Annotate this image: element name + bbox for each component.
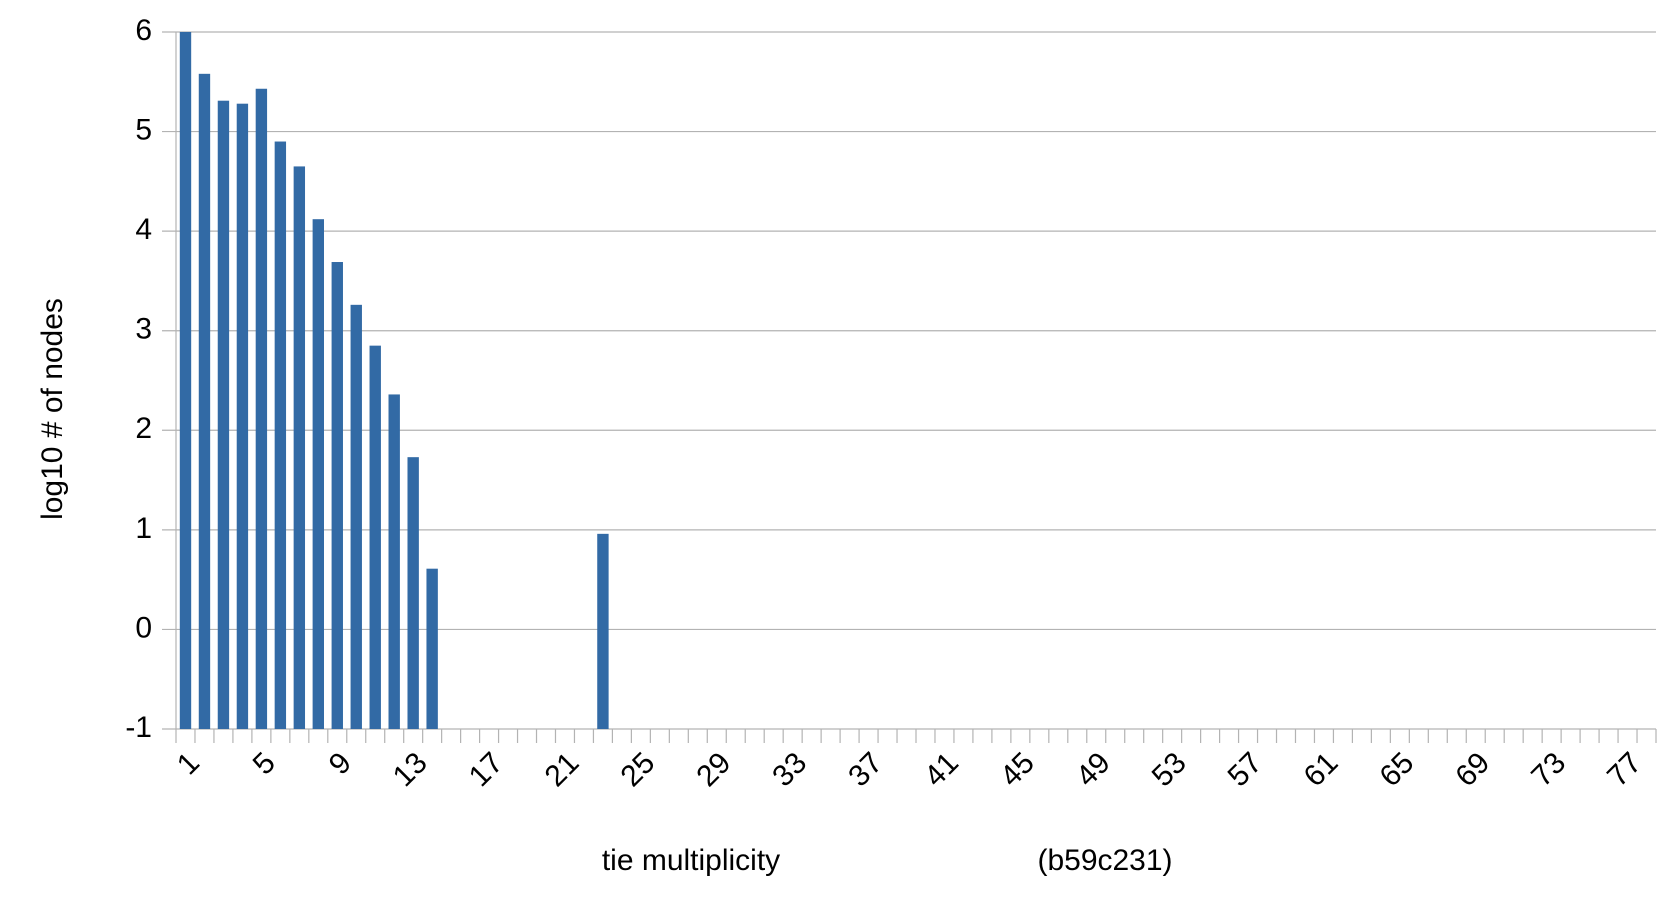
x-tick-label: 37	[842, 746, 889, 793]
bar	[597, 533, 609, 729]
y-tick-label: 2	[135, 412, 152, 445]
bar	[312, 219, 324, 730]
x-tick-label: 17	[463, 746, 510, 793]
x-tick-label: 21	[539, 746, 586, 793]
bar	[426, 568, 438, 729]
annotation: (b59c231)	[1037, 844, 1172, 877]
bar	[255, 88, 268, 729]
y-tick-label: 4	[135, 213, 152, 246]
bar	[388, 394, 400, 729]
bar	[217, 100, 230, 729]
x-tick-label: 29	[690, 746, 737, 793]
x-tick-label: 9	[323, 746, 358, 781]
x-axis-label: tie multiplicity	[602, 844, 780, 877]
x-tick-label: 69	[1449, 746, 1496, 793]
bar	[369, 345, 381, 729]
y-tick-label: 3	[135, 313, 152, 346]
x-tick-label: 41	[918, 746, 965, 793]
x-tick-label: 53	[1146, 746, 1193, 793]
bar	[179, 32, 192, 729]
x-tick-label: 1	[171, 746, 206, 781]
y-axis-label: log10 # of nodes	[36, 298, 69, 520]
bar	[350, 304, 362, 729]
bar	[293, 166, 306, 729]
x-tick-label: 13	[387, 746, 434, 793]
bar	[198, 73, 211, 729]
y-tick-label: 1	[135, 512, 152, 545]
x-tick-label: 33	[766, 746, 813, 793]
bar	[331, 262, 343, 729]
x-tick-label: 65	[1373, 746, 1420, 793]
x-tick-label: 73	[1525, 746, 1572, 793]
y-tick-label: 5	[135, 113, 152, 146]
x-tick-label: 77	[1601, 746, 1648, 793]
y-tick-label: 0	[135, 611, 152, 644]
bar	[407, 457, 419, 729]
x-tick-label: 49	[1070, 746, 1117, 793]
y-tick-label: 6	[135, 14, 152, 47]
x-tick-label: 5	[247, 746, 282, 781]
x-tick-label: 57	[1222, 746, 1269, 793]
x-tick-label: 25	[614, 746, 661, 793]
x-tick-label: 45	[994, 746, 1041, 793]
bar	[274, 141, 287, 729]
bar	[236, 103, 249, 730]
y-tick-label: -1	[125, 711, 152, 744]
x-tick-label: 61	[1298, 746, 1345, 793]
